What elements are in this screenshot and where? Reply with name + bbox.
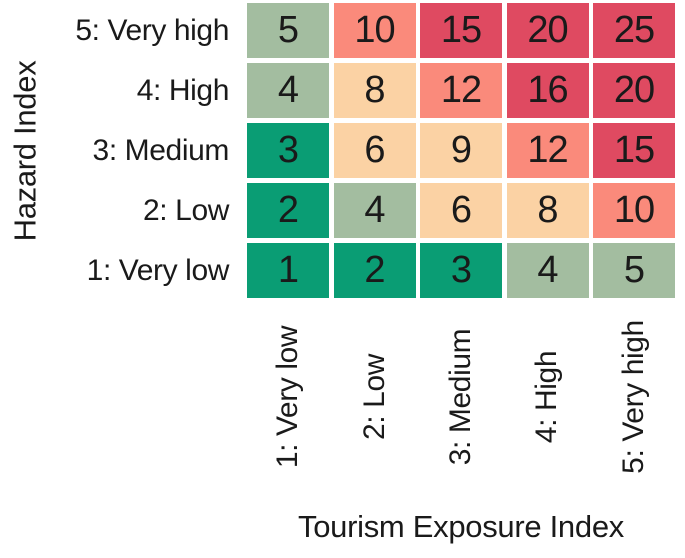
x-tick-label-text: 4: High	[530, 350, 564, 443]
heatmap-cell: 4	[333, 183, 416, 238]
y-axis-title: Hazard Index	[0, 3, 50, 298]
heatmap-cell: 10	[333, 3, 416, 58]
heatmap-cell: 20	[506, 3, 589, 58]
y-tick-label: 1: Very low	[86, 253, 230, 287]
x-tick-label-text: 2: Low	[357, 353, 391, 440]
x-tick-label: 4: High	[507, 298, 589, 495]
x-axis-area: 1: Very low 2: Low 3: Medium 4: High 5: Very…	[0, 298, 685, 495]
x-axis-title: Tourism Exposure Index	[298, 509, 624, 544]
heatmap-cell: 16	[506, 63, 589, 118]
heatmap-cell: 4	[506, 243, 589, 298]
heatmap-cell: 5	[247, 3, 329, 58]
heatmap-cell: 25	[593, 3, 675, 58]
x-axis-left-spacer	[0, 298, 247, 495]
y-axis-title-text: Hazard Index	[7, 60, 42, 241]
x-tick-label: 5: Very high	[593, 298, 675, 495]
y-axis-tick-labels: 5: Very high 4: High 3: Medium 2: Low 1: Ver…	[50, 3, 247, 298]
heatmap-cell: 9	[420, 123, 502, 178]
heatmap-cell: 12	[420, 63, 502, 118]
heatmap-cell: 6	[333, 123, 416, 178]
x-tick-label-text: 5: Very high	[617, 319, 651, 474]
y-tick-label: 4: High	[136, 73, 230, 107]
x-axis-title-row: Tourism Exposure Index	[0, 509, 685, 545]
heatmap-cell: 3	[247, 123, 329, 178]
x-tick-label: 1: Very low	[247, 298, 329, 495]
x-tick-label: 3: Medium	[420, 298, 502, 495]
heatmap-cell: 20	[593, 63, 675, 118]
heatmap-cell: 10	[593, 183, 675, 238]
heatmap-cell: 3	[420, 243, 502, 298]
x-tick-label: 2: Low	[334, 298, 416, 495]
x-tick-label-text: 3: Medium	[444, 328, 477, 465]
heatmap-cell: 12	[506, 123, 589, 178]
heatmap-cell: 2	[247, 183, 329, 238]
heatmap-cell: 4	[247, 63, 329, 118]
y-tick-label: 5: Very high	[75, 13, 229, 47]
plot-area: Hazard Index 5: Very high 4: High 3: Mediu…	[0, 3, 675, 298]
x-title-left-spacer	[0, 509, 247, 545]
heatmap-cell: 1	[247, 243, 329, 298]
heatmap-cell: 15	[420, 3, 502, 58]
heatmap-cell: 2	[333, 243, 416, 298]
y-tick-label: 3: Medium	[92, 133, 230, 167]
x-tick-label-text: 1: Very low	[271, 325, 304, 468]
heatmap-cell: 5	[593, 243, 675, 298]
heatmap-cell: 6	[420, 183, 502, 238]
heatmap-cell: 8	[506, 183, 589, 238]
y-tick-label: 2: Low	[143, 193, 229, 227]
heatmap-grid: 5 10 15 20 25 4 8 12 16 20 3 6 9 12 15 2 4 6 8 10 1 2 3 4 5	[247, 3, 675, 298]
x-axis-tick-labels: 1: Very low 2: Low 3: Medium 4: High 5: Very…	[247, 298, 675, 495]
heatmap-cell: 15	[593, 123, 675, 178]
heatmap-cell: 8	[333, 63, 416, 118]
